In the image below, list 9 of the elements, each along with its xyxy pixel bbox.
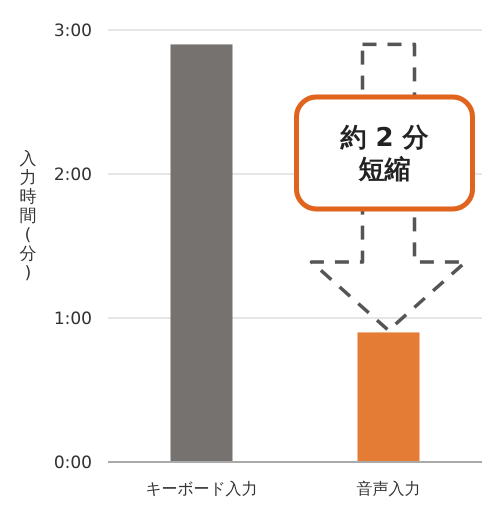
y-axis-title: 入力時間(分) <box>20 149 36 283</box>
y-tick-label: 1:00 <box>54 309 92 329</box>
y-tick-label: 3:00 <box>54 21 92 41</box>
annotation: 約 2 分 <box>339 123 430 153</box>
x-tick-label: 音声入力 <box>356 479 420 498</box>
annotation: 短縮 <box>358 155 410 185</box>
y-tick-label: 0:00 <box>54 453 92 473</box>
y-tick-label: 2:00 <box>54 165 92 185</box>
x-tick-label: キーボード入力 <box>146 479 258 498</box>
